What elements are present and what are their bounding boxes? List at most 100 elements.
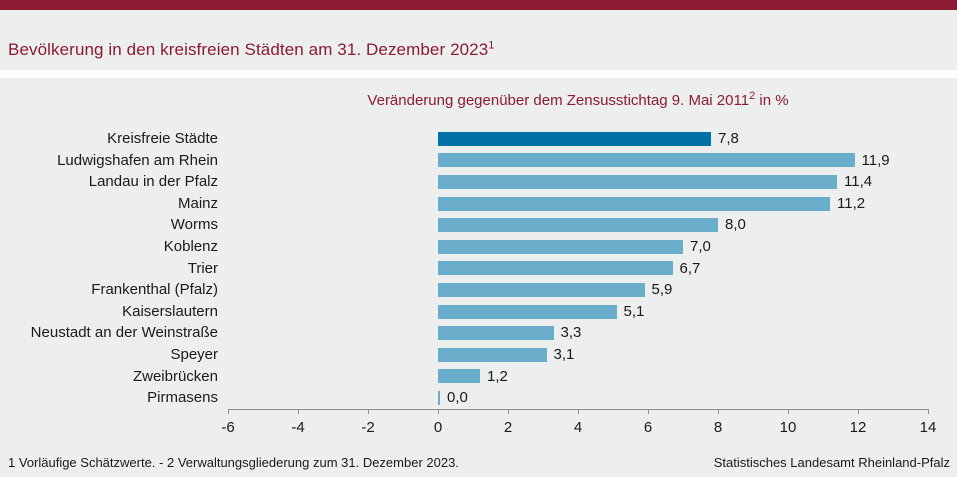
x-axis-tick: [858, 410, 859, 414]
bar-track: 11,4: [218, 171, 957, 193]
source-label: Statistisches Landesamt Rheinland-Pfalz: [713, 455, 950, 470]
bar-track: 1,2: [218, 366, 957, 388]
chart-subtitle: Veränderung gegenüber dem Zensusstichtag…: [228, 90, 928, 110]
chart-subtitle-superscript: 2: [749, 90, 756, 102]
footnote: 1 Vorläufige Schätzwerte. - 2 Verwaltung…: [8, 455, 459, 470]
chart-subtitle-text: Veränderung gegenüber dem Zensusstichtag…: [367, 92, 750, 109]
value-label: 3,1: [553, 345, 575, 363]
value-label: 5,9: [651, 281, 673, 299]
category-label: Frankenthal (Pfalz): [91, 281, 218, 299]
chart-area: Veränderung gegenüber dem Zensusstichtag…: [0, 78, 957, 477]
bar: [438, 369, 480, 384]
x-axis-tick-label: -4: [291, 419, 305, 436]
chart-subtitle-suffix: in %: [755, 92, 789, 109]
title-band: Bevölkerung in den kreisfreien Städten a…: [0, 10, 957, 70]
x-axis-tick: [648, 410, 649, 414]
value-label: 11,4: [844, 173, 873, 191]
x-axis-tick: [368, 410, 369, 414]
x-axis-tick-label: 12: [849, 419, 867, 436]
bar-track: 11,2: [218, 193, 957, 215]
value-label: 11,2: [837, 194, 866, 212]
chart-row: Trier 6,7: [0, 258, 957, 280]
bar: [438, 153, 855, 168]
value-label: 7,8: [718, 130, 739, 147]
category-label: Landau in der Pfalz: [88, 173, 218, 191]
chart-row: Kaiserslautern 5,1: [0, 301, 957, 323]
bar-highlight: [438, 131, 711, 146]
bar: [438, 218, 718, 233]
category-label: Zweibrücken: [132, 367, 218, 385]
bar: [438, 304, 617, 319]
category-label: Kaiserslautern: [122, 302, 218, 320]
page-title-superscript: 1: [488, 39, 495, 52]
chart-row: Kreisfreie Städte 7,8: [0, 128, 957, 150]
bar-track: 0,0: [218, 387, 957, 409]
x-axis-tick: [718, 410, 719, 414]
bar-track: 3,3: [218, 322, 957, 344]
value-label: 8,0: [725, 216, 746, 234]
chart-row: Mainz 11,2: [0, 193, 957, 215]
x-axis-tick: [928, 410, 929, 414]
x-axis-tick: [578, 410, 579, 414]
chart-row: Ludwigshafen am Rhein 11,9: [0, 150, 957, 172]
chart-row: Landau in der Pfalz 11,4: [0, 171, 957, 193]
bar: [438, 347, 547, 362]
category-label: Kreisfreie Städte: [107, 130, 218, 147]
page-title-text: Bevölkerung in den kreisfreien Städten a…: [8, 40, 489, 59]
bar: [438, 196, 830, 211]
value-label: 0,0: [447, 389, 468, 407]
bar-track: 7,0: [218, 236, 957, 258]
x-axis-tick-label: 4: [573, 419, 583, 436]
x-axis-tick-label: -2: [361, 419, 375, 436]
category-label: Ludwigshafen am Rhein: [57, 151, 218, 169]
chart-row: Koblenz 7,0: [0, 236, 957, 258]
category-label: Trier: [187, 259, 218, 277]
bar-track: 7,8: [218, 128, 957, 150]
category-label: Neustadt an der Weinstraße: [30, 324, 218, 342]
x-axis-tick-label: 8: [713, 419, 723, 436]
value-label: 5,1: [623, 302, 645, 320]
value-label: 1,2: [487, 367, 508, 385]
x-axis-tick-label: 0: [433, 419, 443, 436]
x-axis-tick-label: 10: [779, 419, 797, 436]
x-axis-tick-label: -6: [221, 419, 235, 436]
category-label: Speyer: [170, 345, 218, 363]
bar-track: 3,1: [218, 344, 957, 366]
bar-track: 6,7: [218, 258, 957, 280]
bar-rows: Kreisfreie Städte 7,8 Ludwigshafen am Rhei…: [0, 128, 957, 409]
bar: [438, 261, 673, 276]
x-axis-tick: [788, 410, 789, 414]
value-label: 7,0: [690, 237, 711, 255]
category-label: Worms: [170, 216, 218, 234]
x-axis-tick-label: 6: [643, 419, 653, 436]
chart-row: Speyer 3,1: [0, 344, 957, 366]
bar-track: 8,0: [218, 214, 957, 236]
bar: [438, 390, 440, 405]
x-axis-tick: [228, 410, 229, 414]
x-axis-tick-label: 2: [503, 419, 513, 436]
chart-row: Worms 8,0: [0, 214, 957, 236]
value-label: 6,7: [679, 259, 701, 277]
bar: [438, 282, 645, 297]
bar-track: 5,1: [218, 301, 957, 323]
x-axis-tick: [438, 410, 439, 414]
page-title: Bevölkerung in den kreisfreien Städten a…: [8, 40, 495, 60]
value-label: 11,9: [861, 151, 890, 169]
top-accent-bar: [0, 0, 957, 10]
chart-row: Pirmasens 0,0: [0, 387, 957, 409]
x-axis: -6 -4 -2 0 2 4 6 8 10 12 14: [221, 409, 936, 436]
bar: [438, 174, 837, 189]
x-axis-tick: [298, 410, 299, 414]
x-axis-tick-label: 14: [919, 419, 937, 436]
chart-row: Frankenthal (Pfalz) 5,9: [0, 279, 957, 301]
category-label: Mainz: [177, 194, 218, 212]
category-label: Koblenz: [163, 237, 218, 255]
x-axis-tick: [508, 410, 509, 414]
bar-track: 11,9: [218, 150, 957, 172]
value-label: 3,3: [560, 324, 582, 342]
chart-row: Zweibrücken 1,2: [0, 366, 957, 388]
chart-row: Neustadt an der Weinstraße 3,3: [0, 322, 957, 344]
bar-track: 5,9: [218, 279, 957, 301]
bar: [438, 326, 554, 341]
